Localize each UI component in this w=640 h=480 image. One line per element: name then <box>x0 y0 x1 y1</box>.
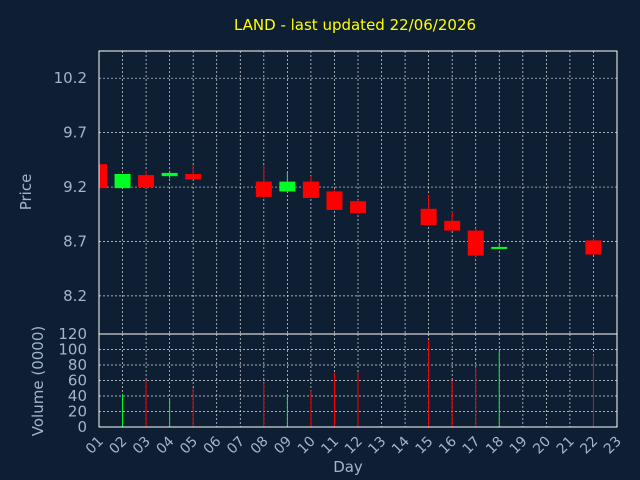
candle-body <box>185 173 202 180</box>
volume-panel-frame <box>98 333 618 428</box>
price-tick-label: 8.7 <box>63 232 87 250</box>
candle-body <box>326 191 343 210</box>
candle-body <box>444 220 461 231</box>
volume-tick-label: 120 <box>58 325 87 343</box>
chart-title: LAND - last updated 22/06/2026 <box>234 16 476 34</box>
volume-axis-label: Volume (0000) <box>29 326 47 436</box>
volume-tick-label: 40 <box>68 387 87 405</box>
candle-body <box>350 201 366 214</box>
price-tick-label: 8.2 <box>63 287 87 305</box>
candle-body <box>279 181 296 192</box>
price-candles <box>98 162 602 258</box>
price-axis-label: Price <box>17 174 35 211</box>
candle-body <box>114 173 131 189</box>
volume-tick-label: 20 <box>68 403 87 421</box>
volume-tick-label: 100 <box>58 341 87 359</box>
candle-body <box>491 246 508 249</box>
price-axis-ticks: 8.2 8.7 9.2 9.7 10.2 <box>54 69 87 305</box>
price-tick-label: 10.2 <box>54 69 87 87</box>
candle-body <box>585 240 602 255</box>
volume-tick-label: 80 <box>68 356 87 374</box>
candle-body <box>255 181 272 197</box>
price-tick-label: 9.2 <box>63 178 87 196</box>
price-tick-label: 9.7 <box>63 124 87 142</box>
candle-body <box>138 175 155 188</box>
candle-body <box>467 230 484 256</box>
candle-body <box>161 172 178 177</box>
candle-body <box>99 164 107 189</box>
volume-tick-label: 60 <box>68 372 87 390</box>
candle-body <box>302 181 319 198</box>
candle-body <box>420 208 437 226</box>
volume-tick-label: 0 <box>77 418 87 436</box>
day-axis-label: Day <box>333 458 363 476</box>
volume-bars <box>122 340 594 427</box>
day-axis-ticks: 01 02 03 04 05 06 07 08 09 10 11 12 13 14 15 16 17 18 19 20… <box>83 433 625 457</box>
